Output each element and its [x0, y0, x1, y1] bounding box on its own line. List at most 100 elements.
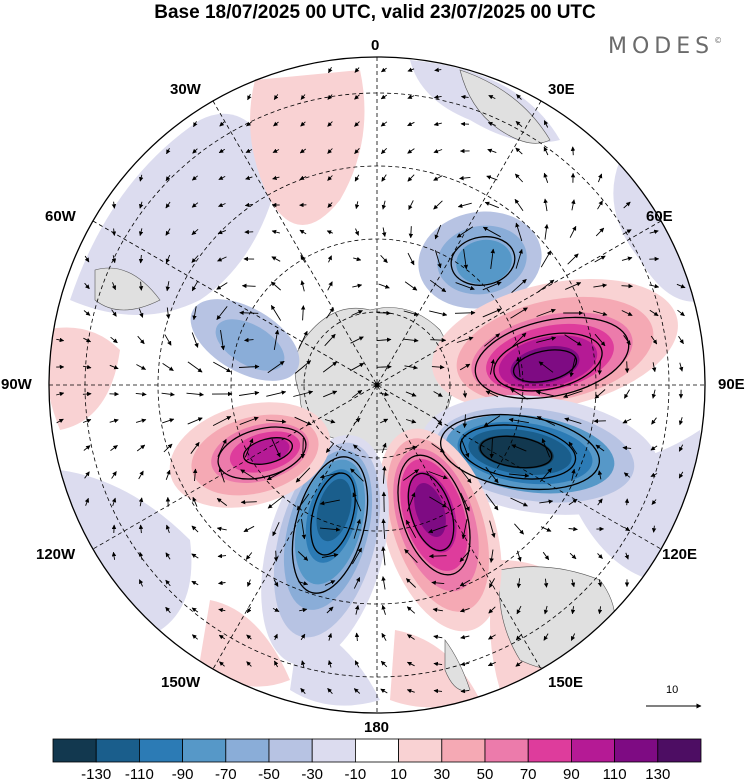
- wind-vector: [300, 305, 306, 321]
- wind-vector: [111, 255, 117, 264]
- wind-vector: [111, 228, 117, 236]
- wind-vector: [213, 361, 232, 373]
- wind-vector: [218, 467, 225, 483]
- wind-vector: [190, 441, 200, 454]
- wind-vector: [597, 359, 603, 375]
- meridian-60e-120w: [92, 220, 662, 550]
- wind-vector: [462, 414, 468, 429]
- wind-vector: [83, 445, 91, 451]
- wind-vector: [165, 254, 171, 264]
- wind-vector: [324, 580, 336, 586]
- wind-vector: [515, 661, 523, 667]
- colorbar-swatch: [441, 738, 486, 763]
- wind-vector: [486, 175, 498, 181]
- wind-vector: [484, 333, 501, 347]
- wind-vector: [651, 525, 657, 533]
- wind-vector: [514, 523, 524, 535]
- wind-vector: [597, 173, 603, 183]
- wind-vector: [244, 438, 254, 458]
- wind-vector: [135, 418, 147, 423]
- wind-vector: [354, 174, 360, 182]
- wind-vector: [165, 201, 171, 209]
- wind-vector: [434, 250, 442, 269]
- wind-vector: [378, 283, 390, 289]
- wind-vector: [407, 634, 415, 640]
- wind-vector: [405, 519, 417, 539]
- wind-vector: [322, 361, 338, 373]
- wind-vector: [678, 362, 684, 372]
- colorbar-swatch: [95, 738, 140, 763]
- wind-vector: [485, 390, 499, 398]
- wind-vector: [192, 148, 198, 154]
- wind-vector: [381, 632, 387, 641]
- colorbar-tick-label: 30: [433, 766, 451, 783]
- wind-vector: [109, 418, 119, 424]
- wind-vector: [354, 121, 360, 127]
- wind-vector: [111, 201, 117, 209]
- wind-vector: [295, 467, 311, 483]
- wind-vector: [543, 172, 549, 183]
- wind-vector: [240, 499, 257, 505]
- wind-vector: [300, 121, 306, 127]
- wind-vector: [350, 336, 364, 344]
- wind-vector: [327, 281, 333, 291]
- wind-vector: [56, 337, 65, 343]
- wind-vector: [376, 337, 392, 342]
- wind-vector: [136, 444, 146, 452]
- wind-vector: [678, 471, 684, 479]
- wind-vector: [354, 67, 360, 73]
- wind-vector: [597, 606, 603, 615]
- wind-vector: [267, 360, 285, 374]
- wind-vector: [462, 390, 468, 398]
- wind-vector: [239, 416, 259, 426]
- wind-vector: [273, 121, 279, 127]
- wind-vector: [139, 201, 144, 209]
- wind-vector: [111, 309, 117, 317]
- wind-vector: [165, 281, 171, 292]
- wind-vector: [622, 445, 632, 451]
- colorbar-swatch: [398, 738, 443, 763]
- wind-vector: [515, 147, 523, 155]
- wind-vector: [380, 121, 388, 127]
- wind-vector: [536, 308, 556, 317]
- wind-vector: [433, 121, 442, 127]
- wind-vector: [192, 496, 198, 507]
- wind-vector: [165, 606, 171, 614]
- wind-vector: [678, 417, 684, 426]
- reference-vector-label: 10: [666, 684, 679, 696]
- wind-vector: [405, 578, 417, 588]
- graticule: [49, 57, 705, 713]
- wind-vector: [540, 250, 552, 268]
- meridian-30e-150w: [212, 100, 542, 670]
- wind-vector: [460, 94, 469, 100]
- wind-vector: [379, 391, 389, 397]
- wind-vector: [516, 356, 521, 377]
- wind-vector: [515, 222, 523, 242]
- wind-vector: [594, 255, 606, 263]
- wind-vector: [428, 525, 448, 534]
- wind-vector: [272, 522, 280, 537]
- wind-vector: [433, 200, 443, 210]
- wind-vector: [381, 174, 387, 182]
- colorbar-swatch: [225, 738, 270, 763]
- wind-vector: [541, 438, 551, 458]
- wind-vector: [162, 363, 174, 371]
- wind-vector: [191, 255, 199, 263]
- wind-vector: [510, 388, 528, 400]
- wind-vector: [488, 634, 496, 640]
- negative-lobe-160w: [261, 435, 389, 665]
- wind-vector: [406, 606, 416, 614]
- wind-vector: [238, 364, 260, 369]
- wind-vector: [380, 94, 388, 100]
- colorbar-tick-label: 50: [476, 766, 494, 783]
- wind-vector: [241, 283, 256, 289]
- wind-vector: [509, 473, 530, 478]
- wind-vector: [327, 660, 333, 668]
- wind-vector: [408, 200, 414, 211]
- wind-vector: [381, 442, 387, 454]
- wind-vector: [459, 579, 471, 587]
- wind-vector: [407, 174, 415, 182]
- wind-vector: [488, 606, 496, 614]
- wind-vector: [273, 550, 279, 562]
